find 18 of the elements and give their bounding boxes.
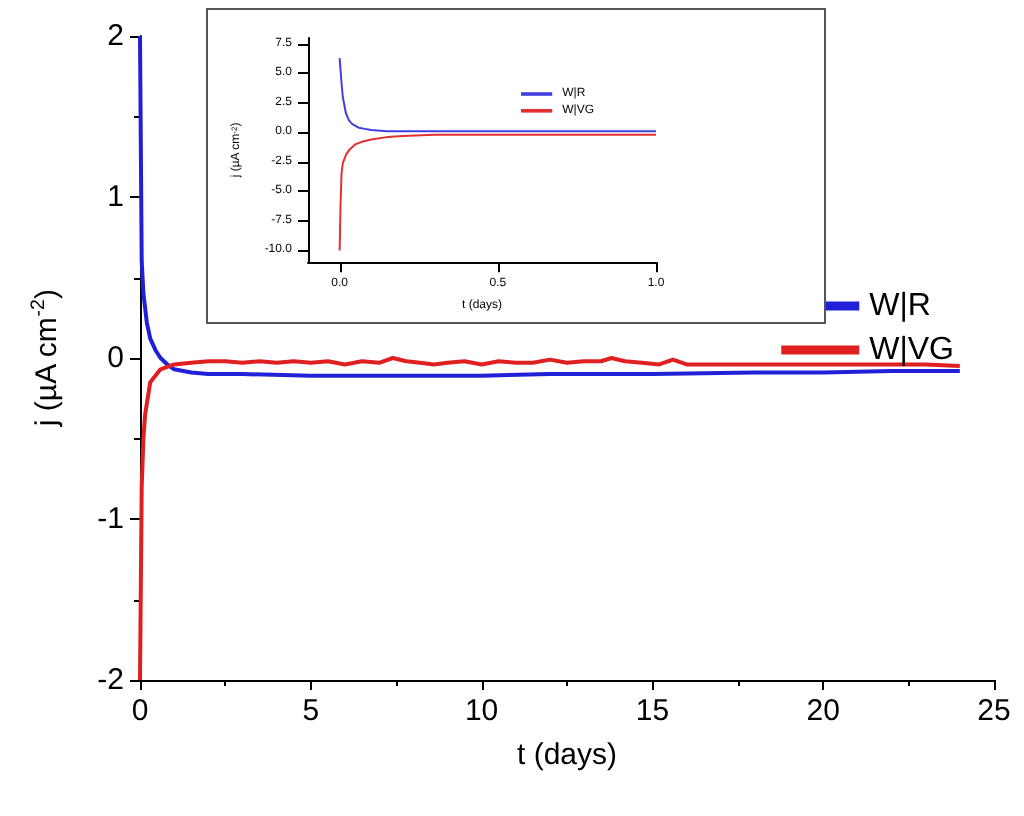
x-tick-label: 20 (806, 694, 840, 728)
y-tick-label: 0 (107, 341, 124, 375)
y-tick-label: 2 (107, 19, 124, 53)
x-tick-label: 0 (131, 694, 149, 728)
line-series (338, 57, 657, 133)
x-tick-label: 25 (977, 694, 1011, 728)
y-tick-label: -1 (97, 502, 124, 536)
y-tick-label: 1 (107, 180, 124, 214)
line-series (338, 133, 657, 252)
x-axis-title: t (days) (516, 738, 618, 772)
x-tick-label: 15 (635, 694, 670, 728)
y-axis-title: j (µA cm-2) (28, 289, 64, 429)
legend-label: W|R (869, 289, 931, 323)
x-tick-label: 5 (302, 694, 320, 728)
y-tick-label: -2 (97, 663, 124, 697)
legend-label: W|VG (869, 333, 954, 367)
x-tick-label: 10 (464, 694, 499, 728)
line-series (138, 34, 962, 378)
